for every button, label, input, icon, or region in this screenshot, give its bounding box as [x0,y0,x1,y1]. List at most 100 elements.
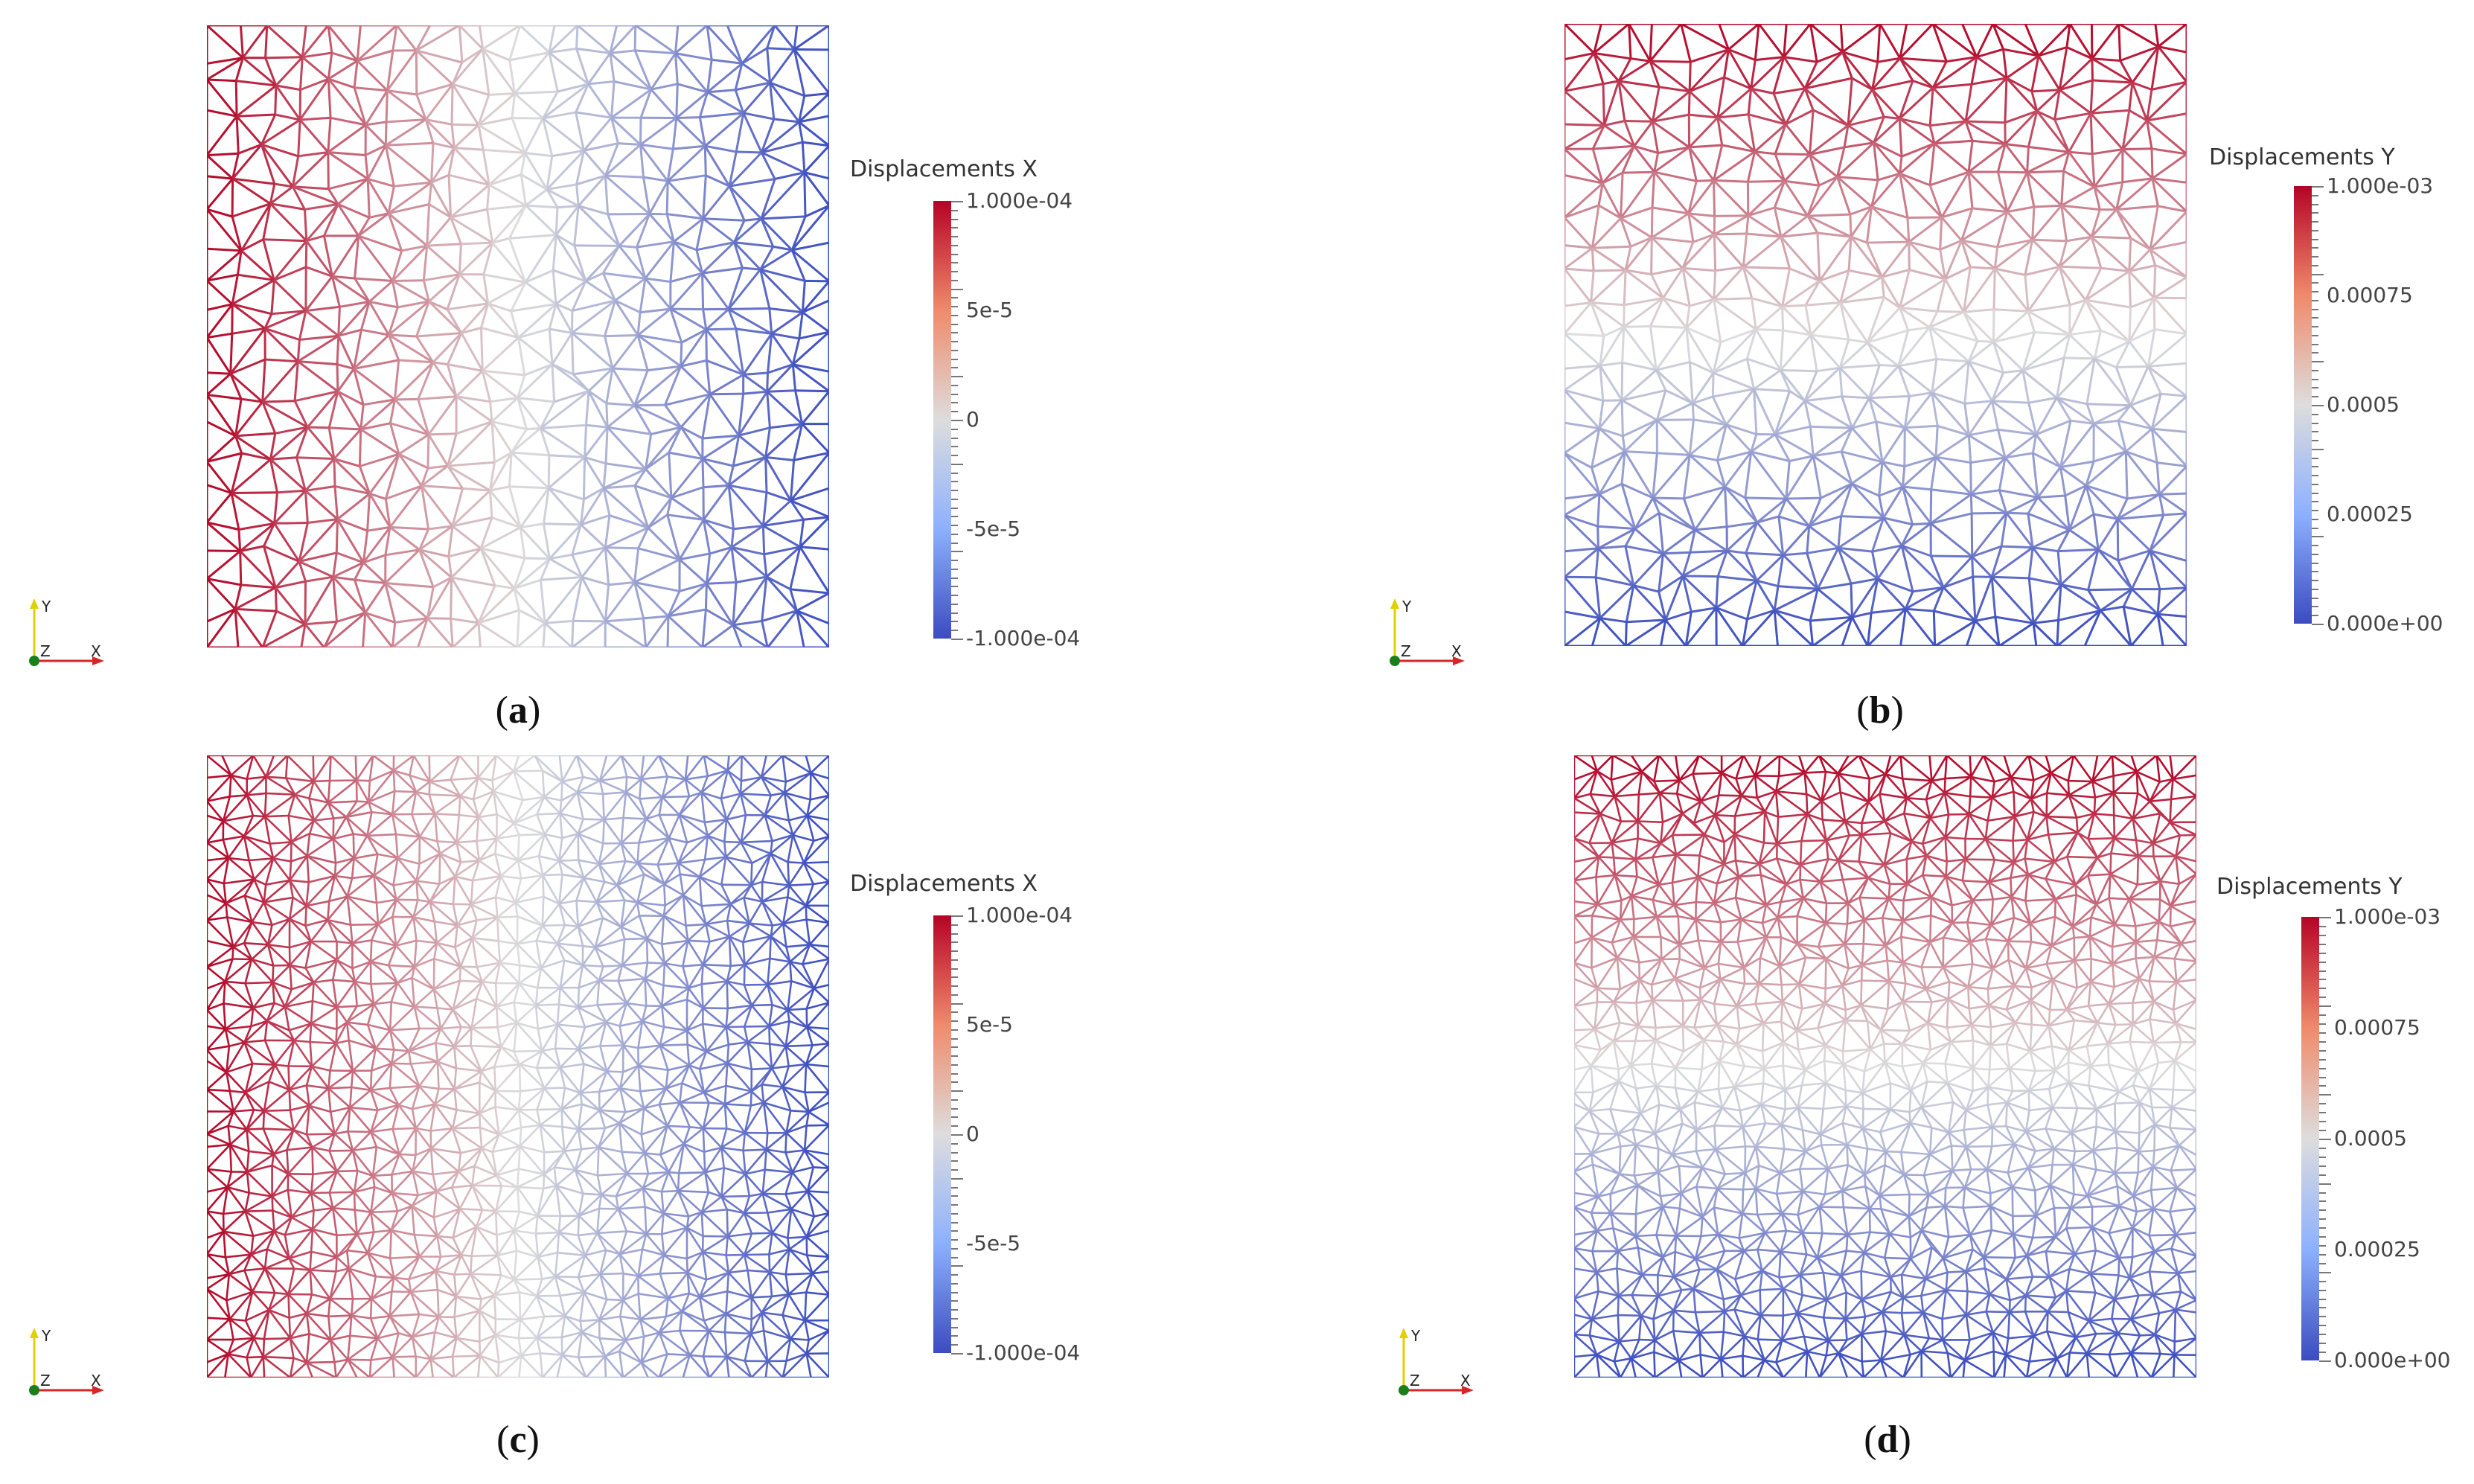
mesh-edge [1630,57,1651,63]
mesh-edge [761,884,790,903]
mesh-edge [2152,153,2187,179]
mesh-edge [1816,51,1844,63]
mesh-edge [793,423,804,461]
mesh-edge [1682,455,1691,499]
mesh-edge [1902,486,1932,525]
mesh-edge [1682,575,1717,609]
mesh-edge [1754,150,1776,156]
mesh-edge [2115,208,2132,239]
mesh-edge [2028,396,2057,404]
mesh-edge [470,1273,502,1276]
mesh-edge [699,856,726,878]
mesh-edge [617,980,628,1004]
mesh-edge [222,796,231,822]
mesh-edge [1687,179,1715,214]
mesh-edge [371,1062,392,1072]
mesh-edge [720,1147,747,1175]
mesh-edge [234,80,238,117]
mesh-edge [611,368,636,406]
mesh-edge [700,1192,710,1213]
mesh-edge [761,775,787,783]
mesh-edge [646,938,665,965]
mesh-edge [578,859,599,866]
mesh-edge [587,367,614,392]
mesh-edge [2005,512,2034,548]
mesh-edge [2122,588,2133,607]
mesh-edge [397,857,420,865]
mesh-edge [416,880,440,885]
mesh-edge [665,1087,681,1104]
mesh-edge [597,1230,627,1235]
mesh-edge [2149,549,2187,563]
mesh-edge [1602,171,1623,185]
mesh-edge [412,1171,419,1196]
mesh-edge [1727,24,1760,51]
mesh-edge [498,1109,520,1136]
mesh-edge [1774,390,1791,435]
mesh-edge [1866,242,1883,278]
mesh-edge [364,582,386,614]
mesh-edge [207,1025,226,1031]
mesh-edge [304,581,307,624]
mesh-edge [764,546,801,556]
mesh-edge [284,1000,313,1008]
mesh-edge [645,468,673,499]
mesh-edge [1696,179,1714,182]
mesh-edge [624,899,638,903]
mesh-edge [310,1192,315,1211]
mesh-edge [496,1235,499,1256]
mesh-edge [642,1187,662,1193]
mesh-edge [699,876,732,905]
mesh-edge [2091,235,2131,240]
mesh-edge [623,1044,639,1049]
mesh-edge [266,25,304,58]
mesh-edge [252,755,267,778]
colorbar-tick [951,359,958,360]
mesh-edge [396,898,418,901]
mesh-edge [1840,295,1885,304]
mesh-edge [331,51,358,63]
mesh-edge [686,1023,703,1032]
mesh-edge [1625,585,1635,622]
mesh-edge [807,814,829,821]
mesh-edge [2027,170,2064,174]
mesh-edge [327,151,366,156]
mesh-edge [805,1008,808,1028]
mesh-edge [813,1166,829,1169]
mesh-edge [419,1085,439,1090]
mesh-edge [680,426,704,460]
mesh-edge [664,365,683,406]
mesh-edge [290,841,308,857]
mesh-edge [1977,339,1994,343]
mesh-edge [633,365,682,406]
mesh-edge [456,839,477,844]
mesh-edge [1877,172,1901,182]
mesh-edge [619,1065,639,1090]
mesh-edge [560,812,584,820]
mesh-edge [661,915,665,944]
mesh-edge [634,25,677,54]
mesh-edge [424,119,435,144]
mesh-edge [735,575,767,583]
mesh-edge [639,798,648,819]
colorbar-tick [951,481,958,482]
mesh-edge [246,794,266,818]
mesh-edge [2146,120,2153,150]
mesh-edge [1908,241,1946,281]
mesh-edge [335,1257,338,1272]
mesh-edge [559,1066,581,1094]
mesh-edge [2093,330,2102,359]
mesh-edge [1899,86,1934,120]
mesh-edge [2091,57,2133,84]
mesh-edge [1623,297,1664,328]
mesh-edge [353,60,359,88]
mesh-edge [391,1277,395,1292]
mesh-edge [496,1005,517,1024]
mesh-edge [490,397,518,403]
mesh-edge [2058,240,2068,267]
mesh-edge [1965,620,1977,646]
mesh-edge [327,77,355,89]
mesh-edge [559,813,579,835]
mesh-edge [460,795,474,801]
mesh-edge [348,1039,377,1049]
